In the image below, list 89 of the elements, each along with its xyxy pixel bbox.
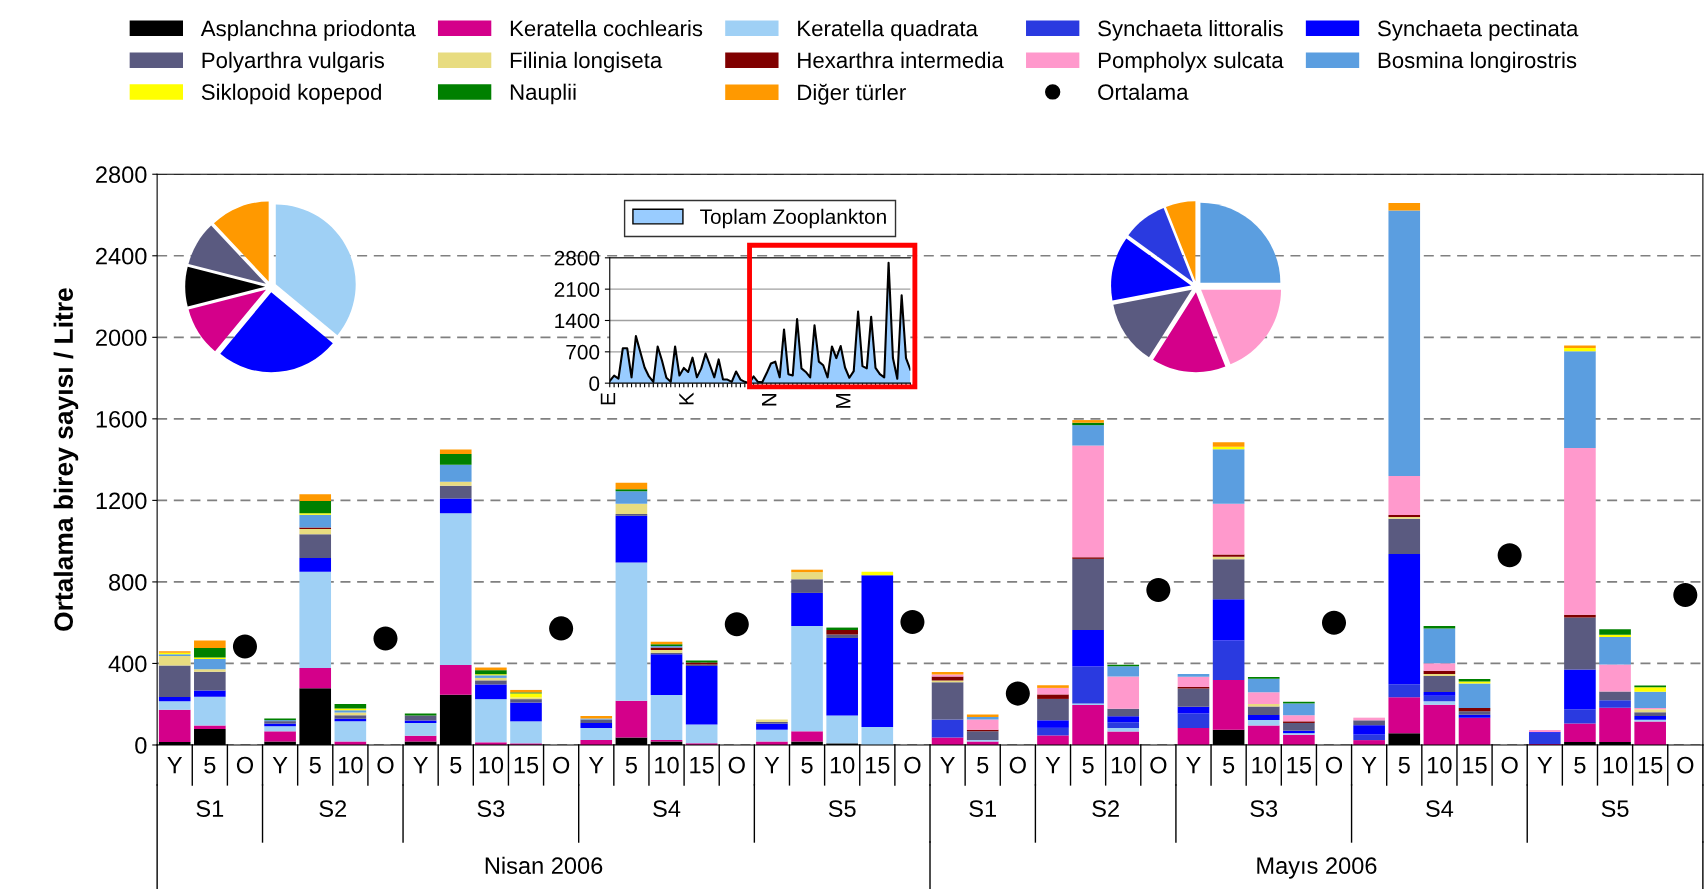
y-tick-label: 2800 <box>96 166 147 184</box>
y-axis-title: Ortalama birey sayısı / Litre <box>53 288 79 631</box>
x-tick-label: 5 <box>309 756 321 774</box>
x-tick-label: O <box>1325 756 1343 774</box>
y-tick-label: 2000 <box>96 329 147 347</box>
x-tick-label: Y <box>940 756 955 774</box>
y-tick-label: 1200 <box>96 492 147 510</box>
text: S3 <box>1250 800 1278 817</box>
legend-label: Pompholyx sulcata <box>1098 51 1284 73</box>
x-tick-label: O <box>1677 756 1694 774</box>
x-tick-label: 5 <box>204 756 216 774</box>
text: S3 <box>477 800 505 817</box>
x-tick-label: Y <box>764 756 780 774</box>
text: Mayıs 2006 <box>1257 857 1377 879</box>
x-tick-label: 5 <box>1574 756 1586 774</box>
y-tick-label: 1600 <box>96 410 147 428</box>
x-tick-label: O <box>1009 756 1026 774</box>
x-tick-label: Y <box>272 756 288 774</box>
x-tick-label: 10 <box>1428 756 1452 774</box>
y-tick-label: 1400 <box>555 313 600 329</box>
x-tick-label: Y <box>1186 756 1201 774</box>
y-tick-label: 2100 <box>554 282 600 297</box>
x-tick-label: O <box>728 756 745 774</box>
legend-label: Diğer türler <box>798 83 906 105</box>
x-tick-label: O <box>553 756 570 774</box>
x-tick-label: E <box>600 393 616 405</box>
y-tick-label: 0 <box>135 737 147 754</box>
x-tick-label: Y <box>1537 756 1553 774</box>
x-tick-label: Y <box>1045 756 1061 774</box>
x-tick-label: 10 <box>1252 756 1276 774</box>
text: S4 <box>653 800 681 817</box>
x-tick-label: 5 <box>801 756 813 774</box>
y-tick-label: 2800 <box>554 250 600 266</box>
x-tick-label: O <box>904 756 921 774</box>
y-tick-label: 700 <box>566 344 600 360</box>
legend-label: Filinia longiseta <box>510 51 663 73</box>
text: S5 <box>1601 800 1629 817</box>
legend-label: Hexarthra intermedia <box>798 51 1004 69</box>
x-tick-label: 15 <box>1463 756 1487 774</box>
legend-label: Ortalama <box>1098 83 1189 100</box>
x-tick-label: K <box>679 392 694 405</box>
y-tick-label: 400 <box>108 655 147 673</box>
x-tick-label: Y <box>167 756 183 774</box>
y-tick-label: 0 <box>589 376 600 391</box>
legend-label: Siklopoid kopepod <box>201 83 381 105</box>
x-tick-label: 15 <box>514 756 539 774</box>
x-tick-label: Y <box>588 756 604 774</box>
x-tick-label: 15 <box>1287 756 1312 774</box>
text: S1 <box>196 800 224 817</box>
x-tick-label: 5 <box>1082 756 1094 774</box>
legend-label: Bosmina longirostris <box>1378 51 1577 73</box>
legend-label: Synchaeta pectinata <box>1377 20 1579 41</box>
x-tick-label: 10 <box>339 756 363 774</box>
text: S5 <box>828 800 856 817</box>
x-tick-label: 5 <box>1398 756 1410 774</box>
legend-label: Keratella quadrata <box>798 20 978 41</box>
x-tick-label: 15 <box>690 756 714 774</box>
y-tick-label: 2400 <box>96 247 147 265</box>
x-tick-label: 10 <box>1111 756 1136 774</box>
legend-label: Keratella cochlearis <box>510 20 703 37</box>
x-tick-label: 5 <box>450 756 462 774</box>
x-tick-label: O <box>377 756 394 774</box>
text: S2 <box>1092 800 1119 817</box>
x-tick-label: 5 <box>625 756 637 774</box>
x-tick-label: Y <box>413 756 428 774</box>
x-tick-label: Y <box>1361 756 1377 774</box>
text: S4 <box>1426 800 1454 817</box>
x-tick-label: 10 <box>479 756 504 774</box>
x-tick-label: 10 <box>1603 756 1628 774</box>
x-tick-label: O <box>236 756 254 774</box>
text: Nisan 2006 <box>485 856 603 875</box>
x-tick-label: 5 <box>977 756 989 774</box>
legend-label: Nauplii <box>510 83 576 105</box>
x-tick-label: O <box>1150 756 1167 774</box>
text: S2 <box>319 800 347 817</box>
text: S1 <box>969 800 996 817</box>
x-tick-label: 10 <box>830 756 855 774</box>
y-tick-label: 800 <box>109 573 147 591</box>
x-tick-label: N <box>762 393 777 406</box>
x-tick-label: 15 <box>1638 756 1663 774</box>
legend-label: Asplanchna priodonta <box>200 20 416 41</box>
x-tick-label: O <box>1501 756 1518 774</box>
x-tick-label: 5 <box>1222 756 1235 774</box>
legend-label: Toplam Zooplankton <box>700 208 886 229</box>
x-tick-label: 15 <box>865 756 890 774</box>
legend-label: Synchaeta littoralis <box>1098 20 1283 41</box>
x-tick-label: M <box>836 393 851 408</box>
legend-label: Polyarthra vulgaris <box>202 51 384 73</box>
x-tick-label: 10 <box>655 756 679 774</box>
